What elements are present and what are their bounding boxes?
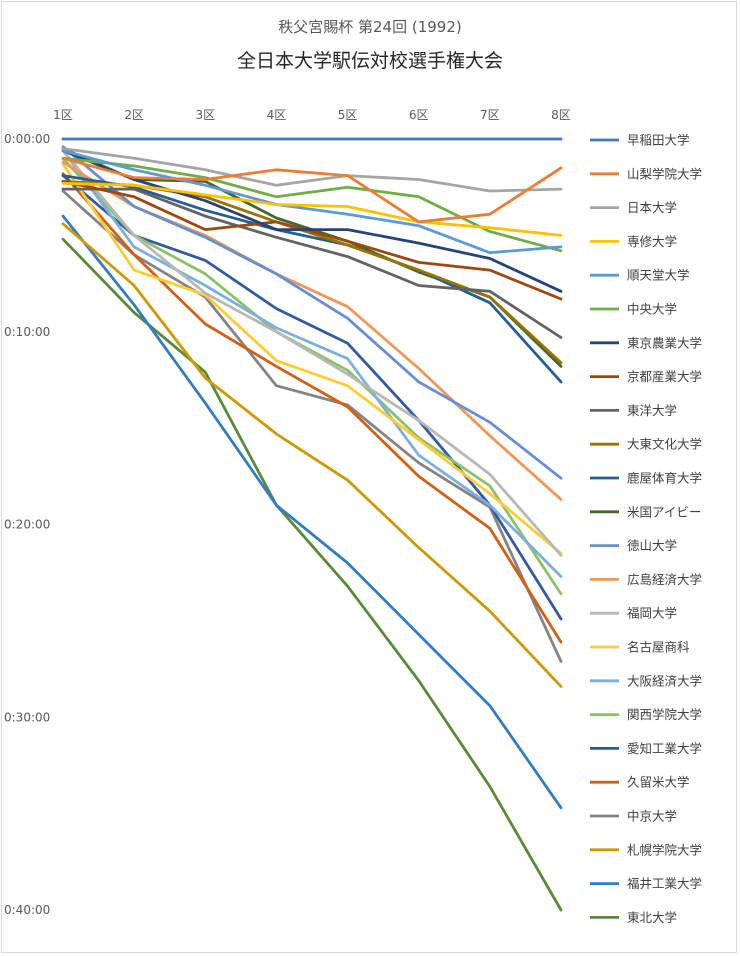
legend-label: 久留米大学 xyxy=(627,775,690,790)
legend-label: 広島経済大学 xyxy=(627,572,702,587)
x-tick-label: 4区 xyxy=(267,108,287,122)
series-line xyxy=(61,149,563,557)
y-axis-ticks: 0:00:00 0:10:00 0:20:00 0:30:00 0:40:00 xyxy=(4,132,50,917)
series-line xyxy=(61,222,563,688)
legend-label: 札幌学院大学 xyxy=(627,842,702,857)
series-line xyxy=(61,147,563,193)
y-tick-label: 0:00:00 xyxy=(4,132,50,146)
legend-label: 徳山大学 xyxy=(627,538,677,553)
y-tick-label: 0:30:00 xyxy=(4,710,50,724)
legend-label: 順天堂大学 xyxy=(627,268,690,283)
series-line xyxy=(61,214,563,810)
legend-label: 中央大学 xyxy=(627,302,677,317)
x-tick-label: 3区 xyxy=(195,108,215,122)
legend-label: 大阪経済大学 xyxy=(627,673,702,688)
legend-label: 山梨学院大学 xyxy=(627,166,702,181)
series-line xyxy=(61,162,563,555)
legend-label: 関西学院大学 xyxy=(627,707,702,722)
series-line xyxy=(61,174,563,384)
legend-label: 専修大学 xyxy=(627,234,677,249)
legend-label: 福岡大学 xyxy=(627,606,677,621)
series-line xyxy=(61,149,563,578)
legend-label: 日本大学 xyxy=(627,200,677,215)
legend-label: 東洋大学 xyxy=(627,403,677,418)
x-tick-label: 5区 xyxy=(338,108,358,122)
x-tick-label: 7区 xyxy=(480,108,500,122)
legend-label: 東京農業大学 xyxy=(627,335,702,350)
series-line xyxy=(61,145,563,480)
legend-label: 福井工業大学 xyxy=(627,876,702,891)
y-tick-label: 0:40:00 xyxy=(4,903,50,917)
series-line xyxy=(61,149,563,293)
series-line xyxy=(61,187,563,339)
legend-label: 京都産業大学 xyxy=(627,369,702,384)
legend-label: 鹿屋体育大学 xyxy=(627,471,702,486)
series-lines xyxy=(61,137,563,912)
legend-label: 中京大学 xyxy=(627,809,677,824)
series-line xyxy=(61,179,563,301)
y-tick-label: 0:10:00 xyxy=(4,325,50,339)
legend-label: 米国アイビー xyxy=(627,504,701,519)
legend: 早稲田大学山梨学院大学日本大学専修大学順天堂大学中央大学東京農業大学京都産業大学… xyxy=(590,133,702,925)
legend-label: 東北大学 xyxy=(627,910,677,925)
series-line xyxy=(61,172,563,644)
series-line xyxy=(61,174,563,621)
legend-label: 名古屋商科 xyxy=(627,640,690,655)
series-line xyxy=(61,156,563,596)
x-tick-label: 8区 xyxy=(551,108,571,122)
x-tick-label: 6区 xyxy=(409,108,429,122)
series-line xyxy=(61,149,563,255)
series-line xyxy=(61,156,563,224)
series-line xyxy=(61,181,563,237)
x-tick-label: 1区 xyxy=(53,108,73,122)
legend-label: 早稲田大学 xyxy=(627,133,690,148)
legend-label: 大東文化大学 xyxy=(627,437,702,452)
chart-subtitle: 秩父宮賜杯 第24回 (1992) xyxy=(278,18,462,36)
chart-title: 全日本大学駅伝対校選手権大会 xyxy=(236,50,503,72)
series-line xyxy=(61,160,563,501)
x-axis-ticks: 1区 2区 3区 4区 5区 6区 7区 8区 xyxy=(53,108,571,122)
series-line xyxy=(61,237,563,912)
legend-label: 愛知工業大学 xyxy=(627,741,702,756)
series-line xyxy=(61,189,563,663)
y-tick-label: 0:20:00 xyxy=(4,518,50,532)
x-tick-label: 2区 xyxy=(124,108,144,122)
